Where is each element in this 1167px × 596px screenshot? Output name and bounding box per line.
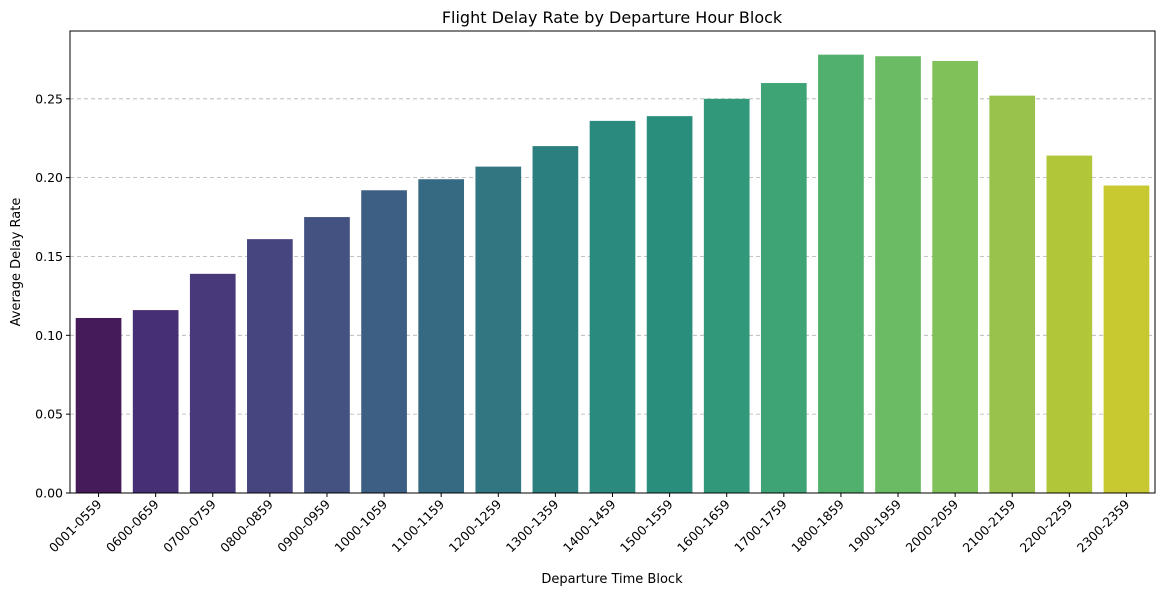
bar [760, 83, 807, 494]
bar [132, 310, 179, 493]
bar [247, 239, 293, 493]
bar [361, 190, 407, 493]
bar [875, 56, 921, 493]
x-tick-label: 1700-1759 [731, 496, 790, 555]
x-tick-label: 0900-0959 [274, 496, 333, 555]
x-tick-label: 2300-2359 [1074, 496, 1133, 555]
bar [589, 120, 636, 493]
bar [418, 179, 465, 493]
bar [475, 166, 522, 493]
x-axis-label: Departure Time Block [541, 572, 683, 587]
bar [189, 273, 236, 493]
x-tick-label: 1500-1559 [617, 496, 676, 555]
bar [532, 146, 579, 493]
x-tick-label: 1200-1259 [446, 496, 505, 555]
x-tick-label: 1300-1359 [503, 496, 562, 555]
bar [703, 98, 750, 493]
bar [932, 60, 978, 493]
x-tick-label: 2000-2059 [902, 496, 961, 555]
y-tick-label: 0.00 [35, 486, 63, 501]
bar [989, 95, 1036, 493]
x-tick-label: 1400-1459 [560, 496, 619, 555]
bar [1046, 155, 1093, 493]
y-tick-label: 0.10 [35, 328, 63, 343]
bars [75, 54, 1150, 494]
bar [75, 317, 122, 493]
bar [1103, 185, 1150, 493]
x-tick-label: 1100-1159 [389, 496, 448, 555]
x-tick-label: 0600-0659 [103, 496, 162, 555]
bar [304, 217, 350, 493]
x-tick-label: 1800-1859 [788, 496, 847, 555]
x-axis: 0001-05590600-06590700-07590800-08590900… [46, 493, 1133, 555]
x-tick-label: 2200-2259 [1017, 496, 1076, 555]
x-tick-label: 0800-0859 [217, 496, 276, 555]
y-axis: 0.00 0.05 0.10 0.15 0.20 0.25 [35, 91, 70, 501]
x-tick-label: 1600-1659 [674, 496, 733, 555]
x-tick-label: 1900-1959 [845, 496, 904, 555]
y-axis-label: Average Delay Rate [9, 198, 24, 327]
bar [818, 54, 864, 493]
y-tick-label: 0.05 [35, 407, 63, 422]
y-tick-label: 0.20 [35, 170, 63, 185]
chart-title: Flight Delay Rate by Departure Hour Bloc… [442, 8, 783, 27]
y-tick-label: 0.15 [35, 249, 63, 264]
x-tick-label: 1000-1059 [331, 496, 390, 555]
x-tick-label: 2100-2159 [960, 496, 1019, 555]
x-tick-label: 0001-0559 [46, 496, 105, 555]
y-tick-label: 0.25 [35, 91, 63, 106]
bar [646, 116, 693, 493]
x-tick-label: 0700-0759 [160, 496, 219, 555]
